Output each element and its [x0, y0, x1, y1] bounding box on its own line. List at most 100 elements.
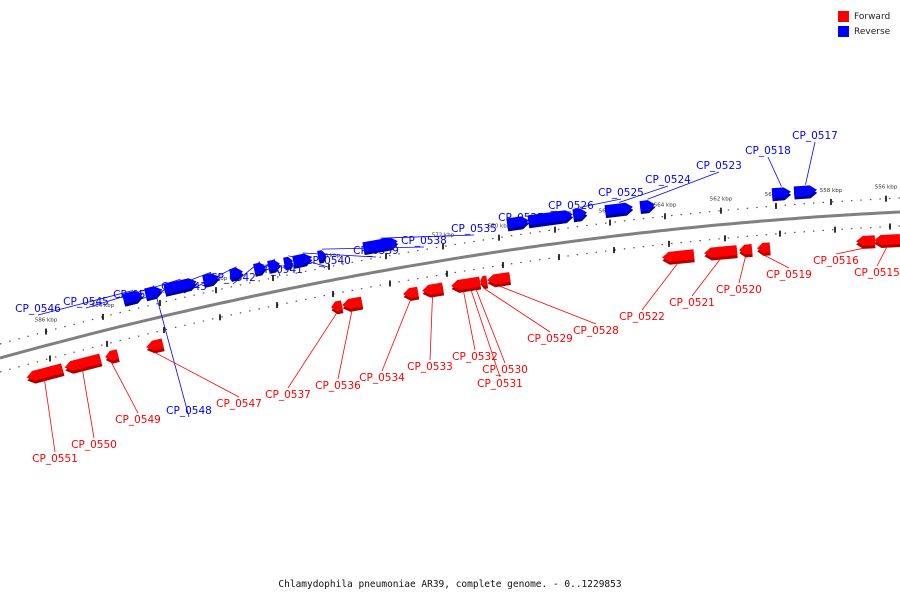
axis-tick-label: 584 kbp: [92, 303, 115, 309]
gene-label-CP_0541: CP_0541: [257, 264, 303, 276]
axis-tick-label: 572 kbp: [432, 232, 455, 238]
legend-swatch-reverse: [838, 26, 849, 37]
legend-label-forward: Forward: [854, 11, 891, 22]
gene-arrow: [267, 259, 280, 271]
gene-CP_0548: [144, 286, 163, 302]
gene-CP_0519: [757, 242, 771, 256]
gene-arrow: [451, 277, 477, 290]
gene-label-CP_0549: CP_0549: [115, 414, 161, 426]
gene-leader-line: [380, 234, 475, 239]
gene-label-CP_0528: CP_0528: [573, 325, 619, 337]
gene-arrow: [704, 245, 738, 258]
gene-label-CP_0523: CP_0523: [696, 160, 742, 172]
gene-label-CP_0550: CP_0550: [71, 439, 117, 451]
gene-arrow: [572, 208, 587, 220]
axis-tick-label: 570 kbp: [488, 224, 511, 230]
gene-label-CP_0534: CP_0534: [359, 372, 405, 384]
gene-label-CP_0535: CP_0535: [451, 223, 497, 235]
gene-leader-line: [579, 198, 622, 208]
gene-leader-line: [483, 287, 551, 333]
gene-leader-line: [337, 310, 353, 380]
gene-label-CP_0545: CP_0545: [63, 296, 109, 308]
gene-leader-line: [767, 156, 782, 187]
gene-CP_0518: [771, 187, 792, 202]
gene-arrow: [317, 250, 326, 261]
axis-tick-label: 558 kbp: [820, 188, 843, 194]
gene-arrow: [771, 187, 791, 199]
gene-CP_0532: [451, 277, 478, 293]
axis-tick-label: 556 kbp: [875, 185, 898, 191]
axis-tick-label: 564 kbp: [654, 202, 677, 208]
legend-item-forward: Forward: [838, 9, 890, 24]
legend-label-reverse: Reverse: [854, 26, 891, 37]
gene-arrow: [604, 202, 633, 216]
gene-CP_0525: [572, 208, 588, 223]
gene-CP_0538: [317, 250, 327, 264]
gene-leader-line: [429, 296, 433, 361]
legend-item-reverse: Reverse: [838, 24, 890, 39]
gene-leader-line: [835, 247, 866, 255]
gene-arrow: [229, 267, 243, 279]
gene-label-CP_0536: CP_0536: [315, 380, 361, 392]
gene-CP_0516: [856, 235, 876, 249]
gene-leader-line: [691, 258, 721, 297]
gene-CP_0526: [527, 210, 574, 229]
gene-arrow: [253, 262, 266, 274]
axis-tick-label: 576 kbp: [318, 253, 341, 259]
gene-leader-line: [641, 262, 679, 311]
gene-CP_0528: [487, 272, 512, 288]
gene-label-CP_0522: CP_0522: [619, 311, 665, 323]
gene-leader-line: [321, 246, 425, 250]
gene-label-CP_0538: CP_0538: [401, 235, 447, 247]
gene-leader-line: [647, 171, 720, 200]
gene-leader-line: [153, 285, 190, 418]
gene-CP_0529: [480, 275, 489, 289]
gene-label-CP_0530: CP_0530: [482, 364, 528, 376]
gene-CP_0544: [202, 273, 220, 288]
gene-arrow: [105, 349, 120, 361]
gene-leader-line: [876, 246, 888, 267]
gene-label-CP_0531: CP_0531: [477, 378, 523, 390]
gene-label-CP_0533: CP_0533: [407, 361, 453, 373]
gene-arrow: [422, 282, 444, 295]
gene-leader-line: [463, 291, 476, 351]
gene-leader-line: [154, 351, 240, 398]
gene-CP_0551: [26, 363, 65, 384]
gene-leader-line: [44, 379, 56, 453]
gene-arrow: [64, 353, 102, 371]
gene-arrow: [362, 237, 398, 253]
gene-arrow: [163, 278, 197, 294]
gene-CP_0546: [122, 290, 144, 307]
gene-arrow: [331, 300, 343, 312]
gene-leader-line: [550, 210, 572, 213]
gene-leader-line: [618, 185, 669, 203]
gene-arrow: [662, 249, 695, 262]
gene-CP_0527: [506, 216, 530, 232]
gene-leader-line: [475, 289, 506, 364]
gene-arrow: [793, 185, 817, 197]
gene-CP_0533: [422, 282, 445, 298]
gene-CP_0549: [105, 349, 120, 364]
gene-CP_0515: [874, 234, 900, 248]
gene-arrow: [122, 290, 143, 304]
gene-label-CP_0529: CP_0529: [527, 333, 573, 345]
gene-label-CP_0540: CP_0540: [305, 255, 351, 267]
gene-leader-line: [82, 370, 95, 439]
gene-CP_0521: [704, 245, 738, 261]
gene-leader-line: [517, 215, 522, 225]
gene-label-CP_0527: CP_0527: [498, 212, 544, 224]
gene-leader-line: [288, 255, 329, 268]
gene-leader-line: [381, 299, 411, 372]
axis-tick-label: 562 kbp: [710, 197, 733, 203]
gene-arrow: [874, 234, 900, 246]
gene-leader-line: [805, 141, 816, 185]
gene-CP_0537: [331, 300, 344, 315]
gene-leader-line: [763, 254, 790, 269]
legend-swatch-forward: [838, 11, 849, 22]
gene-leader-line: [738, 256, 746, 284]
gene-label-CP_0525: CP_0525: [598, 187, 644, 199]
gene-label-CP_0547: CP_0547: [216, 398, 262, 410]
gene-CP_0545: [163, 278, 198, 297]
gene-CP_0523: [639, 200, 656, 214]
